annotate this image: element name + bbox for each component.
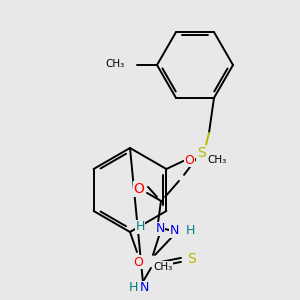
Text: H: H xyxy=(135,220,145,233)
Text: O: O xyxy=(134,182,144,196)
Text: O: O xyxy=(184,154,194,166)
Text: S: S xyxy=(187,252,195,266)
Text: CH₃: CH₃ xyxy=(153,262,172,272)
Text: H: H xyxy=(185,224,195,237)
Text: N: N xyxy=(139,281,149,294)
Text: CH₃: CH₃ xyxy=(106,59,125,69)
Text: S: S xyxy=(196,146,206,160)
Text: N: N xyxy=(155,222,165,236)
Text: O: O xyxy=(133,256,143,268)
Text: H: H xyxy=(128,281,138,294)
Text: N: N xyxy=(169,224,179,237)
Text: CH₃: CH₃ xyxy=(207,155,226,165)
